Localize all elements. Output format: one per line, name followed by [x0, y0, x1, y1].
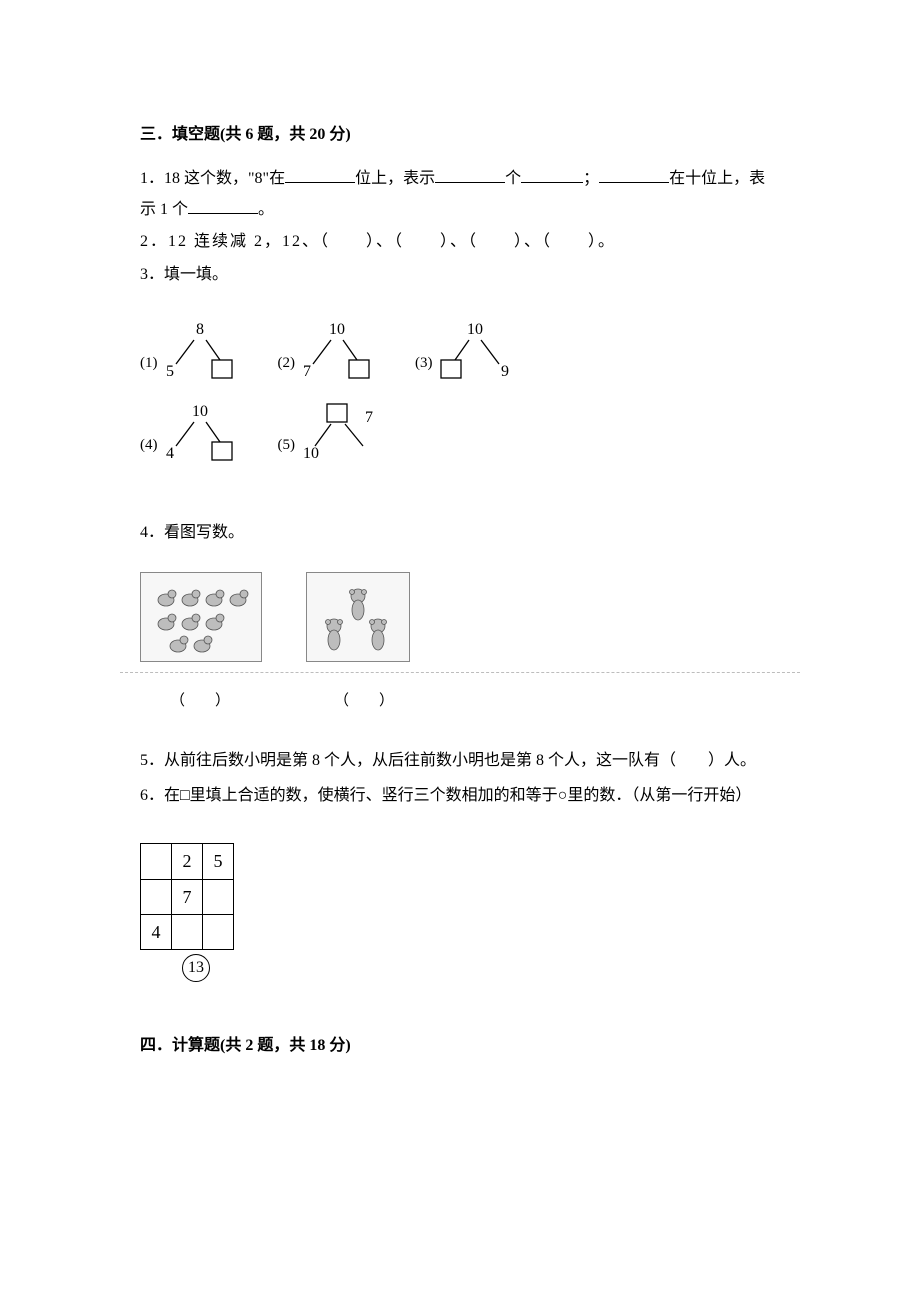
- bond-3-svg: 10 9: [435, 320, 515, 380]
- question-5: 5．从前往后数小明是第 8 个人，从后往前数小明也是第 8 个人，这一队有（ ）…: [140, 746, 780, 776]
- divider-line: [120, 672, 800, 673]
- bond-4-box[interactable]: [212, 442, 232, 460]
- ducks-svg: [146, 578, 256, 656]
- question-2: 2．12 连续减 2，12、（ ）、（ ）、（ ）、（ ）。: [140, 227, 780, 257]
- bond-5: (5) 10 7: [278, 402, 388, 462]
- bond-4: (4) 10 4: [140, 402, 240, 462]
- bond-2-svg: 10 7: [297, 320, 377, 380]
- q4-answer-1[interactable]: （ ）: [140, 687, 260, 716]
- bond-2-box[interactable]: [349, 360, 369, 378]
- q4-images-row: [140, 572, 780, 662]
- q1-end: 。: [258, 201, 274, 218]
- question-6: 6．在□里填上合适的数，使横行、竖行三个数相加的和等于○里的数．（从第一行开始）: [140, 778, 780, 813]
- bond-4-top: 10: [192, 403, 208, 420]
- bond-1-top: 8: [196, 321, 204, 338]
- bond-4-left: 4: [166, 445, 174, 462]
- cell-1-1: 7: [172, 879, 203, 914]
- q1-blank-2[interactable]: [435, 166, 505, 183]
- question-3-label: 3．填一填。: [140, 260, 780, 290]
- bond-2: (2) 10 7: [278, 320, 378, 380]
- monkeys-svg: [312, 578, 404, 656]
- cell-2-2[interactable]: [203, 914, 234, 949]
- q1-mid2: 个: [505, 170, 521, 187]
- cell-0-0[interactable]: [141, 844, 172, 879]
- bond-5-box[interactable]: [327, 404, 347, 422]
- section-3-title: 三．填空题(共 6 题，共 20 分): [140, 120, 780, 150]
- bond-5-right: 7: [365, 409, 373, 426]
- cell-2-1[interactable]: [172, 914, 203, 949]
- q6-grid: 2 5 7 4 13: [140, 843, 780, 983]
- cell-0-2: 5: [203, 844, 234, 879]
- bond-2-index: (2): [278, 349, 296, 380]
- bond-4-index: (4): [140, 431, 158, 462]
- bond-2-top: 10: [329, 321, 345, 338]
- bond-5-svg: 10 7: [297, 402, 387, 462]
- bond-1-index: (1): [140, 349, 158, 380]
- q1-pre: 1．18 这个数，"8"在: [140, 170, 285, 187]
- bond-5-index: (5): [278, 431, 296, 462]
- bond-3-index: (3): [415, 349, 433, 380]
- cell-2-0: 4: [141, 914, 172, 949]
- bond-4-svg: 10 4: [160, 402, 240, 462]
- bond-row-2: (4) 10 4 (5) 10 7: [140, 402, 780, 462]
- q4-image-monkeys: [306, 572, 410, 662]
- q6-circle-sum: 13: [182, 954, 210, 982]
- q1-mid3: ；: [583, 170, 599, 187]
- bond-3-top: 10: [467, 321, 483, 338]
- q4-answer-row: （ ） （ ）: [140, 687, 780, 716]
- cell-0-1: 2: [172, 844, 203, 879]
- q1-blank-3[interactable]: [521, 166, 583, 183]
- bond-5-left: 10: [303, 445, 319, 462]
- bond-1-left: 5: [166, 363, 174, 380]
- q2-text: 2．12 连续减 2，12、（ ）、（ ）、（ ）、（ ）。: [140, 233, 616, 250]
- q4-answer-2[interactable]: （ ）: [304, 687, 424, 716]
- bond-row-1: (1) 8 5 (2) 10 7 (3) 10: [140, 320, 780, 380]
- bond-3-box[interactable]: [441, 360, 461, 378]
- bond-3-right: 9: [501, 363, 509, 380]
- question-1: 1．18 这个数，"8"在位上，表示个；在十位上，表示 1 个。: [140, 164, 780, 225]
- q6-table: 2 5 7 4: [140, 843, 234, 950]
- question-4-label: 4．看图写数。: [140, 518, 780, 548]
- q1-mid1: 位上，表示: [355, 170, 435, 187]
- bond-1: (1) 8 5: [140, 320, 240, 380]
- cell-1-2[interactable]: [203, 879, 234, 914]
- bond-2-left: 7: [303, 363, 311, 380]
- page: 三．填空题(共 6 题，共 20 分) 1．18 这个数，"8"在 位上，表示 个 ；…: [0, 0, 920, 1136]
- q1-blank-1[interactable]: [285, 166, 355, 183]
- q4-image-ducks: [140, 572, 262, 662]
- section-4-title: 四．计算题(共 2 题，共 18 分): [140, 1031, 780, 1061]
- q1-blank-4[interactable]: [599, 166, 669, 183]
- bond-3: (3) 10 9: [415, 320, 515, 380]
- q1-blank-5[interactable]: [188, 197, 258, 214]
- bond-1-svg: 8 5: [160, 320, 240, 380]
- bond-1-box[interactable]: [212, 360, 232, 378]
- cell-1-0[interactable]: [141, 879, 172, 914]
